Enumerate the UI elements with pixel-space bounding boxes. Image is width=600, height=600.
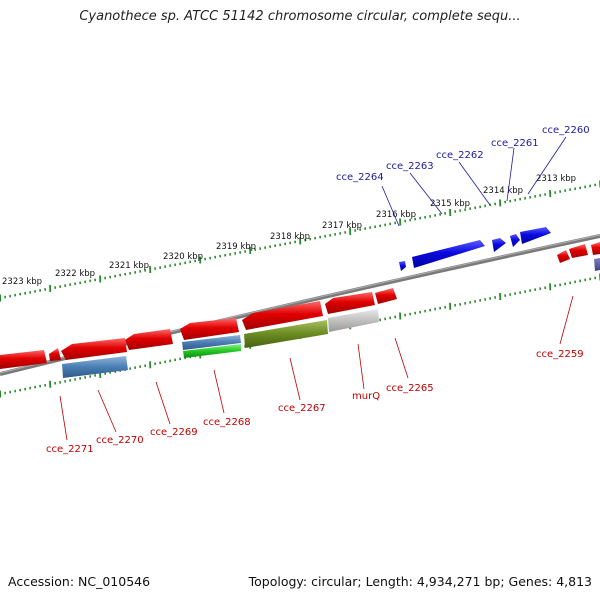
gene-label-cce-2261[interactable]: cce_2261: [491, 138, 539, 149]
forward-genes: [399, 227, 551, 271]
feature-bar-murQ[interactable]: [328, 309, 379, 332]
gene-arrow-cce-2261[interactable]: [510, 234, 520, 247]
gene-arrow-cce-2259-a[interactable]: [557, 250, 570, 263]
leader-cce-2268: [213, 369, 225, 414]
tick-label: 2313 kbp: [536, 174, 576, 184]
leader-cce-2267: [289, 357, 301, 401]
gene-arrow-cce-2260[interactable]: [520, 227, 551, 244]
leader-cce-2264: [381, 185, 400, 227]
gene-arrow-cce-2259-b[interactable]: [569, 244, 588, 258]
gene-label-cce-2262[interactable]: cce_2262: [436, 150, 484, 161]
tick-label: 2315 kbp: [430, 199, 470, 209]
gene-label-cce-2260[interactable]: cce_2260: [542, 125, 590, 136]
feature-bar-cce-2268-green[interactable]: [183, 344, 241, 358]
leader-murQ: [357, 343, 365, 390]
gene-arrow-cce-2264[interactable]: [399, 261, 406, 271]
leader-cce-2270: [97, 389, 117, 433]
gene-arrow-small-left[interactable]: [49, 348, 61, 361]
gene-label-cce-2264[interactable]: cce_2264: [336, 172, 384, 183]
gene-label-cce-2267[interactable]: cce_2267: [278, 403, 326, 414]
leader-cce-2265: [394, 337, 409, 379]
accession-text: Accession: NC_010546: [8, 574, 151, 589]
leader-cce-2260: [527, 136, 567, 195]
leader-cce-2259: [559, 295, 574, 345]
feature-bars: [62, 258, 600, 378]
bottom-gene-labels: cce_2259 cce_2265 murQ cce_2267 cce_2268…: [46, 349, 584, 455]
tick-label: 2316 kbp: [376, 210, 416, 220]
feature-bar-cce-2268-steel[interactable]: [182, 335, 241, 350]
leader-cce-2263: [409, 172, 443, 215]
top-leaders: [381, 136, 567, 227]
gene-arrow-cce-2267[interactable]: [242, 301, 323, 330]
gene-arrow-cce-2263[interactable]: [412, 240, 485, 268]
gene-arrow-cce-2270[interactable]: [61, 338, 127, 360]
feature-bar-cce-2270[interactable]: [62, 356, 128, 378]
gene-label-cce-2269[interactable]: cce_2269: [150, 427, 198, 438]
gene-label-cce-2265[interactable]: cce_2265: [386, 383, 434, 394]
gene-arrow-cce-2262[interactable]: [492, 238, 506, 252]
tick-label: 2321 kbp: [109, 261, 149, 271]
gene-arrow-cce-2268[interactable]: [180, 318, 239, 340]
gene-label-murQ[interactable]: murQ: [352, 391, 380, 402]
tick-label: 2323 kbp: [2, 277, 42, 287]
tick-label: 2319 kbp: [216, 242, 256, 252]
tick-label: 2318 kbp: [270, 232, 310, 242]
top-gene-labels: cce_2260 cce_2261 cce_2262 cce_2263 cce_…: [336, 125, 590, 183]
feature-bar-right-edge[interactable]: [594, 258, 600, 271]
gene-arrow-cce-2269[interactable]: [125, 329, 173, 350]
gene-arrow-cce-2265[interactable]: [375, 288, 397, 304]
upper-tick-scale: [0, 180, 600, 302]
gene-arrow-murQ[interactable]: [325, 292, 375, 314]
tick-label: 2314 kbp: [483, 186, 523, 196]
gene-label-cce-2263[interactable]: cce_2263: [386, 161, 434, 172]
leader-cce-2262: [458, 161, 491, 206]
tick-label: 2320 kbp: [163, 252, 203, 262]
gene-label-cce-2271[interactable]: cce_2271: [46, 444, 94, 455]
bottom-leaders: [59, 295, 574, 441]
leader-cce-2261: [506, 147, 515, 202]
leader-cce-2271: [59, 395, 68, 441]
genome-summary-text: Topology: circular; Length: 4,934,271 bp…: [248, 574, 592, 589]
gene-label-cce-2268[interactable]: cce_2268: [203, 417, 251, 428]
tick-label-group: 2313 kbp 2314 kbp 2315 kbp 2316 kbp 2317 kbp…: [2, 174, 576, 287]
tick-label: 2317 kbp: [322, 221, 362, 231]
gene-arrow-right-edge[interactable]: [591, 242, 600, 255]
leader-cce-2269: [155, 381, 171, 425]
map-title: Cyanothece sp. ATCC 51142 chromosome cir…: [79, 9, 521, 24]
gene-label-cce-2270[interactable]: cce_2270: [96, 435, 144, 446]
tick-label: 2322 kbp: [55, 269, 95, 279]
feature-bar-cce-2267[interactable]: [244, 320, 328, 348]
gene-arrow-far-left[interactable]: [0, 350, 47, 369]
gene-label-cce-2259[interactable]: cce_2259: [536, 349, 584, 360]
reverse-genes: [0, 242, 600, 369]
